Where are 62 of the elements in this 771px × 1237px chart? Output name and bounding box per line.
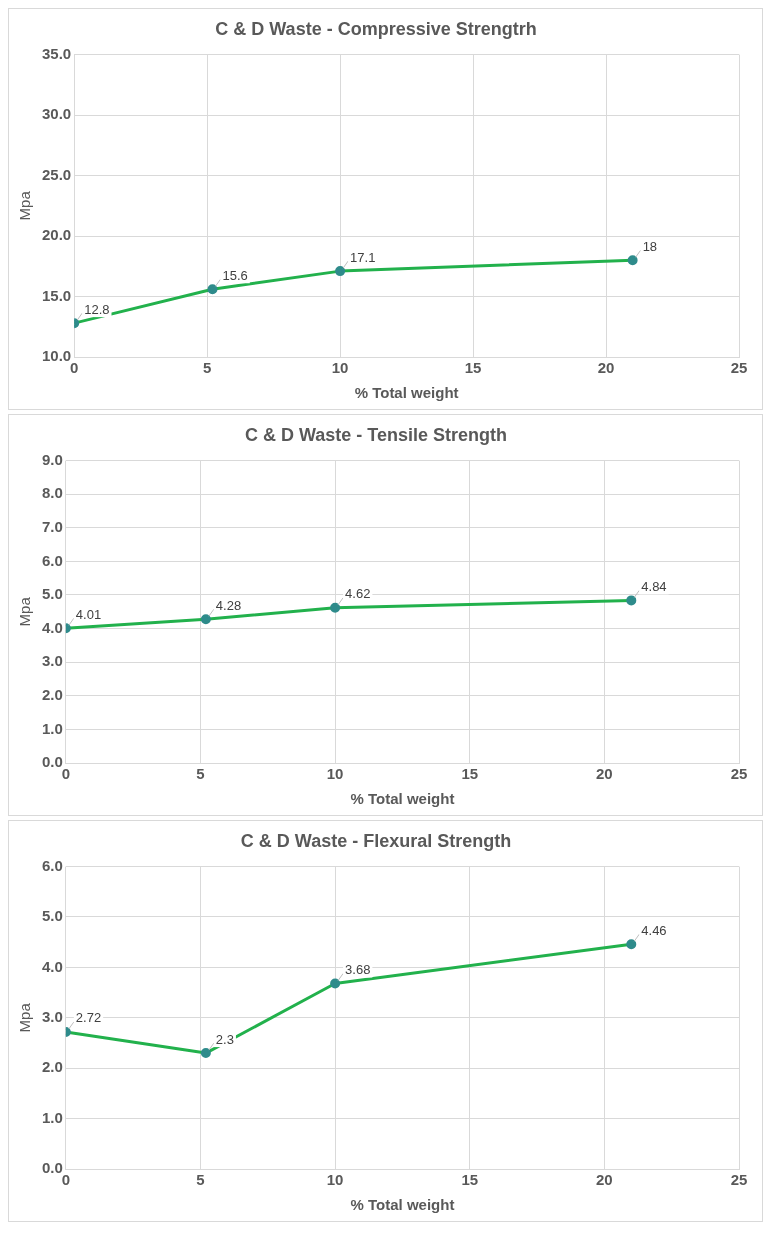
x-tick-label: 10	[326, 1171, 344, 1189]
y-tick-label: 4.0	[41, 957, 63, 975]
x-axis-title: % Total weight	[350, 790, 455, 808]
y-tick-label: 5.0	[41, 907, 63, 925]
x-tick-label: 10	[331, 359, 349, 377]
x-tick-label: 25	[730, 1171, 748, 1189]
data-label: 3.68	[345, 962, 371, 978]
y-tick-label: 10.0	[41, 347, 72, 365]
y-tick-label: 0.0	[41, 753, 63, 771]
y-tick-label: 5.0	[41, 585, 63, 603]
x-tick-label: 25	[730, 765, 748, 783]
x-tick-label: 5	[196, 1171, 205, 1189]
y-tick-label: 15.0	[41, 286, 72, 304]
x-tick-label: 5	[196, 765, 205, 783]
y-tick-label: 20.0	[41, 226, 72, 244]
x-tick-label: 20	[596, 1171, 613, 1189]
data-label: 17.1	[350, 249, 376, 265]
data-label: 4.28	[215, 597, 242, 613]
data-label: 18	[642, 238, 658, 254]
x-axis-title: % Total weight	[350, 1196, 455, 1214]
x-tick-label: 15	[461, 765, 479, 783]
y-tick-label: 1.0	[41, 1108, 63, 1126]
y-tick-label: 2.0	[41, 1058, 63, 1076]
x-tick-label: 15	[461, 1171, 479, 1189]
chart-title: C & D Waste - Tensile Strength	[244, 424, 508, 445]
y-tick-label: 9.0	[41, 450, 63, 468]
x-tick-label: 0	[70, 359, 79, 377]
y-tick-label: 6.0	[41, 551, 63, 569]
data-label: 2.3	[215, 1031, 234, 1047]
data-label: 4.01	[75, 606, 102, 622]
data-label: 2.72	[75, 1010, 102, 1026]
x-tick-label: 10	[326, 765, 344, 783]
x-tick-label: 15	[464, 359, 482, 377]
data-label: 12.8	[84, 301, 110, 317]
chart-title: C & D Waste - Flexural Strength	[240, 830, 512, 851]
y-tick-label: 7.0	[41, 517, 63, 535]
y-tick-label: 0.0	[41, 1159, 63, 1177]
y-tick-label: 8.0	[41, 484, 63, 502]
y-tick-label: 30.0	[41, 105, 72, 123]
data-label: 15.6	[222, 267, 248, 283]
x-tick-label: 0	[61, 1171, 71, 1189]
y-tick-label: 3.0	[41, 1007, 63, 1025]
y-tick-label: 35.0	[41, 44, 72, 62]
x-tick-label: 0	[61, 765, 71, 783]
data-label: 4.46	[641, 922, 667, 938]
y-axis-title: Mpa	[16, 596, 34, 627]
x-axis-title: % Total weight	[354, 384, 459, 402]
y-tick-label: 1.0	[41, 719, 63, 737]
x-tick-label: 5	[202, 359, 212, 377]
data-label: 4.62	[345, 586, 371, 602]
y-tick-label: 3.0	[41, 652, 63, 670]
y-tick-label: 6.0	[41, 856, 63, 874]
y-tick-label: 4.0	[41, 618, 63, 636]
chart-title: C & D Waste - Compressive Strengtrh	[215, 18, 537, 39]
y-tick-label: 25.0	[41, 165, 72, 183]
x-tick-label: 20	[597, 359, 615, 377]
x-tick-label: 25	[730, 359, 748, 377]
data-label: 4.84	[641, 578, 667, 594]
y-tick-label: 2.0	[41, 685, 63, 703]
x-tick-label: 20	[596, 765, 613, 783]
y-axis-title: Mpa	[16, 190, 34, 221]
y-axis-title: Mpa	[16, 1002, 34, 1033]
